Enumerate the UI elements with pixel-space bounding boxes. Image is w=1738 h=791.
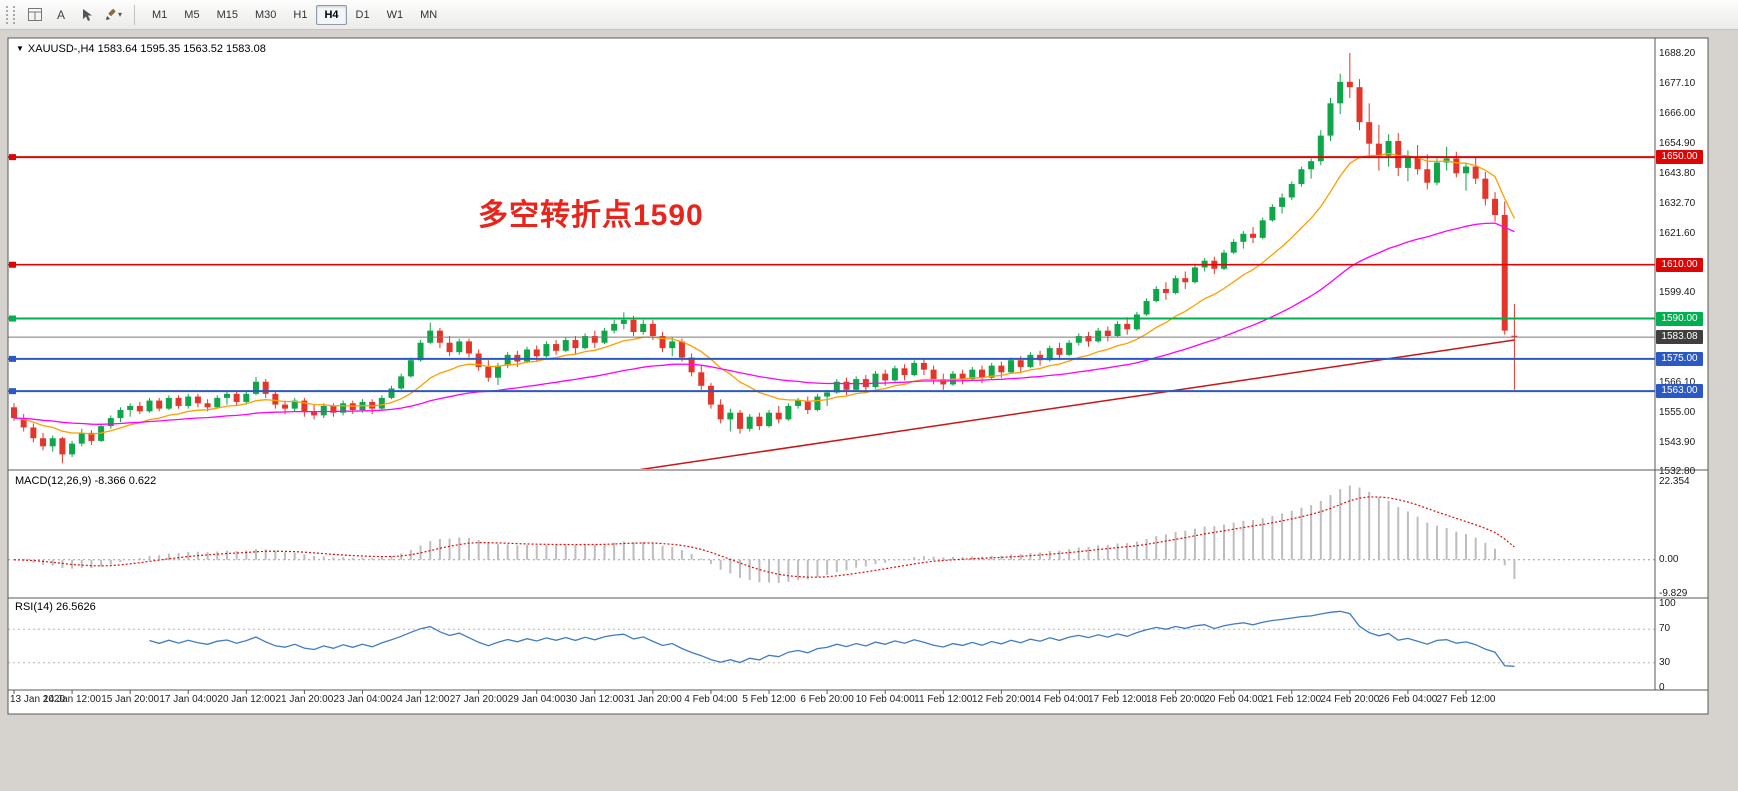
- timeframe-button-m5[interactable]: M5: [184, 8, 200, 21]
- chart-grid-button[interactable]: [23, 3, 47, 27]
- toolbar: A ▾ M1 M5 M15 M30 H1 H4 D1 W1 MN: [0, 0, 1738, 30]
- symbol-dropdown-icon[interactable]: ▼: [16, 44, 24, 53]
- chart-window[interactable]: [8, 38, 1708, 714]
- timeframe-button-m1[interactable]: M1: [152, 8, 168, 21]
- timeframe-button-m30[interactable]: M30: [254, 8, 277, 21]
- toolbar-grip[interactable]: [6, 5, 15, 24]
- timeframe-button-d1[interactable]: D1: [355, 8, 370, 21]
- timeframe-button-h1[interactable]: H1: [293, 8, 308, 21]
- chart-title-text: XAUUSD-,H4 1583.64 1595.35 1563.52 1583.…: [27, 43, 266, 55]
- brush-icon: [105, 9, 116, 20]
- pointer-icon: [83, 8, 92, 21]
- caret-down-icon: ▾: [117, 10, 122, 19]
- window-grid-icon: [28, 8, 42, 21]
- toolbar-separator: [134, 4, 135, 25]
- draw-button[interactable]: ▾: [101, 3, 125, 27]
- auto-button[interactable]: A: [49, 3, 73, 27]
- timeframe-button-h4[interactable]: H4: [316, 4, 347, 25]
- auto-button-label: A: [56, 7, 65, 22]
- timeframe-buttons: M1 M5 M15 M30 H1 H4 D1 W1 MN: [144, 4, 445, 25]
- pointer-button[interactable]: [75, 3, 99, 27]
- timeframe-button-w1[interactable]: W1: [386, 8, 404, 21]
- timeframe-button-m15[interactable]: M15: [216, 8, 238, 21]
- chart-title: ▼ XAUUSD-,H4 1583.64 1595.35 1563.52 1583…: [16, 43, 266, 55]
- timeframe-button-mn[interactable]: MN: [420, 8, 438, 21]
